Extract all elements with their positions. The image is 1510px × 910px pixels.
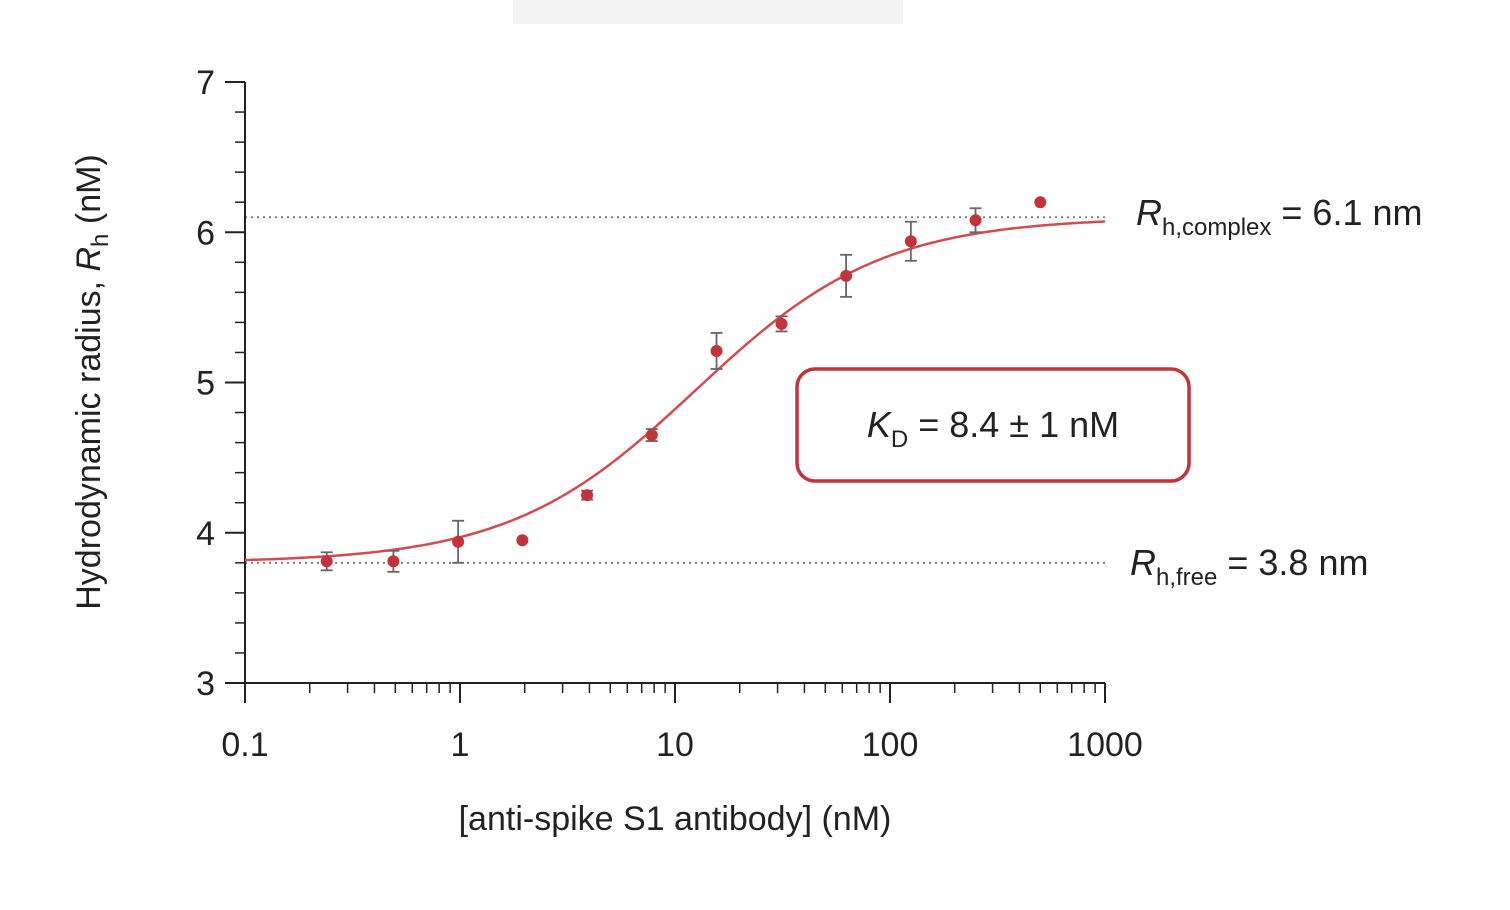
x-tick-label: 1 [451, 726, 470, 764]
data-points [320, 196, 1047, 573]
data-point [969, 214, 982, 227]
data-point [581, 489, 594, 502]
kd-symbol: K [867, 404, 893, 445]
data-point [1034, 196, 1047, 209]
kd-annotation: KD = 8.4 ± 1 nM [867, 404, 1119, 453]
data-point [904, 235, 917, 248]
fit-curve [244, 220, 1106, 562]
x-tick-label: 0.1 [221, 726, 268, 764]
kd-value: = 8.4 ± 1 nM [908, 404, 1119, 445]
y-axis-title-symbol: R [70, 247, 108, 272]
top-strip [513, 0, 903, 24]
x-tick-label: 1000 [1067, 726, 1143, 764]
y-tick-label: 6 [196, 214, 215, 252]
y-axis-title-unit: (nM) [70, 154, 108, 233]
y-tick-label: 7 [196, 64, 215, 102]
kd-box [795, 367, 1191, 483]
data-point [645, 429, 658, 442]
x-axis-title: [anti-spike S1 antibody] (nM) [459, 800, 892, 838]
x-tick-label: 100 [862, 726, 919, 764]
r-free-annotation: Rh,free = 3.8 nm [1130, 542, 1368, 591]
y-axis-title: Hydrodynamic radius, Rh (nM) [70, 154, 114, 610]
r-complex-annotation: Rh,complex = 6.1 nm [1136, 192, 1422, 241]
y-axis-title-subscript: h [87, 234, 114, 247]
data-point [452, 535, 465, 548]
r-complex-symbol: R [1136, 192, 1162, 233]
data-point [775, 317, 788, 330]
r-complex-value: = 6.1 nm [1271, 192, 1422, 233]
axes: 3 4 5 6 7 0.1 1 10 100 1000 [196, 64, 1143, 764]
y-axis-title-text: Hydrodynamic radius, [70, 272, 108, 610]
data-point [710, 344, 723, 357]
y-tick-label: 5 [196, 365, 215, 403]
r-free-value: = 3.8 nm [1217, 542, 1368, 583]
data-point [320, 555, 333, 568]
r-free-symbol: R [1130, 542, 1156, 583]
data-point [516, 534, 529, 547]
y-tick-label: 4 [196, 515, 215, 553]
data-point [387, 555, 400, 568]
y-tick-label: 3 [196, 665, 215, 703]
r-complex-subscript: h,complex [1162, 214, 1271, 241]
x-tick-label: 10 [656, 726, 694, 764]
r-free-subscript: h,free [1156, 564, 1217, 591]
kd-subscript: D [891, 426, 908, 453]
fit-curve-layer [244, 220, 1106, 562]
reference-lines [245, 216, 1105, 564]
data-point [840, 269, 853, 282]
